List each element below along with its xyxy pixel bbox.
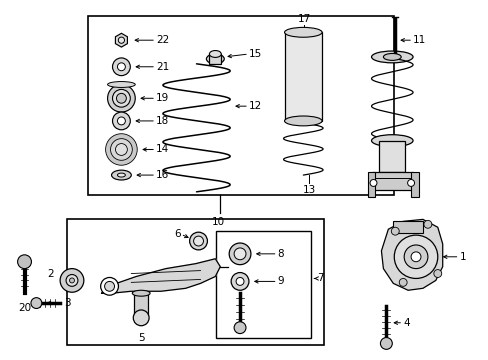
Text: 21: 21 — [156, 62, 169, 72]
Circle shape — [410, 252, 420, 262]
Ellipse shape — [111, 170, 131, 180]
Circle shape — [234, 322, 245, 334]
Bar — [67, 219, 324, 345]
Circle shape — [112, 89, 130, 107]
Circle shape — [393, 235, 437, 278]
Circle shape — [31, 298, 42, 309]
Circle shape — [18, 255, 31, 269]
Bar — [379, 141, 405, 172]
Circle shape — [66, 275, 78, 286]
Polygon shape — [381, 219, 442, 290]
Circle shape — [118, 37, 124, 43]
Ellipse shape — [117, 173, 125, 177]
Circle shape — [69, 278, 74, 283]
Text: 16: 16 — [156, 170, 169, 180]
Circle shape — [112, 112, 130, 130]
Circle shape — [231, 273, 248, 290]
Text: 3: 3 — [64, 298, 71, 308]
Circle shape — [133, 310, 149, 326]
Circle shape — [116, 93, 126, 103]
Circle shape — [229, 243, 250, 265]
Text: 2: 2 — [47, 269, 54, 279]
Circle shape — [117, 117, 125, 125]
Polygon shape — [102, 259, 220, 293]
Ellipse shape — [383, 54, 400, 60]
Circle shape — [104, 282, 114, 291]
Text: 13: 13 — [302, 185, 315, 195]
Circle shape — [404, 245, 427, 269]
Text: 18: 18 — [156, 116, 169, 126]
Circle shape — [236, 278, 244, 285]
Circle shape — [234, 248, 245, 260]
Bar — [209, 54, 221, 64]
Circle shape — [110, 139, 132, 160]
Bar — [88, 15, 393, 195]
Bar — [216, 231, 310, 338]
Text: 7: 7 — [317, 274, 323, 283]
Circle shape — [193, 236, 203, 246]
Bar — [410, 172, 418, 197]
Ellipse shape — [209, 50, 221, 58]
Circle shape — [390, 227, 398, 235]
Ellipse shape — [132, 290, 150, 296]
Circle shape — [423, 220, 431, 228]
Circle shape — [60, 269, 83, 292]
Circle shape — [107, 85, 135, 112]
Text: 17: 17 — [297, 14, 310, 24]
Circle shape — [398, 278, 407, 286]
Circle shape — [101, 278, 118, 295]
Ellipse shape — [371, 51, 412, 63]
Bar — [284, 32, 322, 121]
Ellipse shape — [371, 135, 412, 147]
Bar — [367, 172, 375, 197]
Bar — [392, 221, 422, 233]
Ellipse shape — [107, 82, 135, 87]
Polygon shape — [115, 33, 127, 47]
Text: 8: 8 — [277, 249, 284, 259]
FancyBboxPatch shape — [371, 172, 412, 190]
Circle shape — [115, 144, 127, 156]
Text: 1: 1 — [459, 252, 465, 262]
Text: 22: 22 — [156, 35, 169, 45]
Circle shape — [433, 270, 441, 278]
Bar — [134, 293, 148, 315]
Circle shape — [369, 180, 376, 186]
Text: 12: 12 — [248, 101, 262, 111]
Text: 6: 6 — [174, 229, 181, 239]
Circle shape — [105, 134, 137, 165]
Circle shape — [407, 180, 414, 186]
Ellipse shape — [284, 116, 322, 126]
Text: 11: 11 — [412, 35, 426, 45]
Circle shape — [380, 338, 391, 349]
Ellipse shape — [206, 54, 224, 64]
Text: 20: 20 — [18, 303, 31, 313]
Text: 19: 19 — [156, 93, 169, 103]
Text: 15: 15 — [248, 49, 262, 59]
Ellipse shape — [284, 27, 322, 37]
Text: 14: 14 — [156, 144, 169, 154]
Text: 9: 9 — [277, 276, 284, 287]
Circle shape — [117, 63, 125, 71]
Text: 10: 10 — [211, 217, 224, 228]
Text: 4: 4 — [402, 318, 409, 328]
Text: 5: 5 — [138, 333, 144, 343]
Circle shape — [189, 232, 207, 250]
Circle shape — [112, 58, 130, 76]
